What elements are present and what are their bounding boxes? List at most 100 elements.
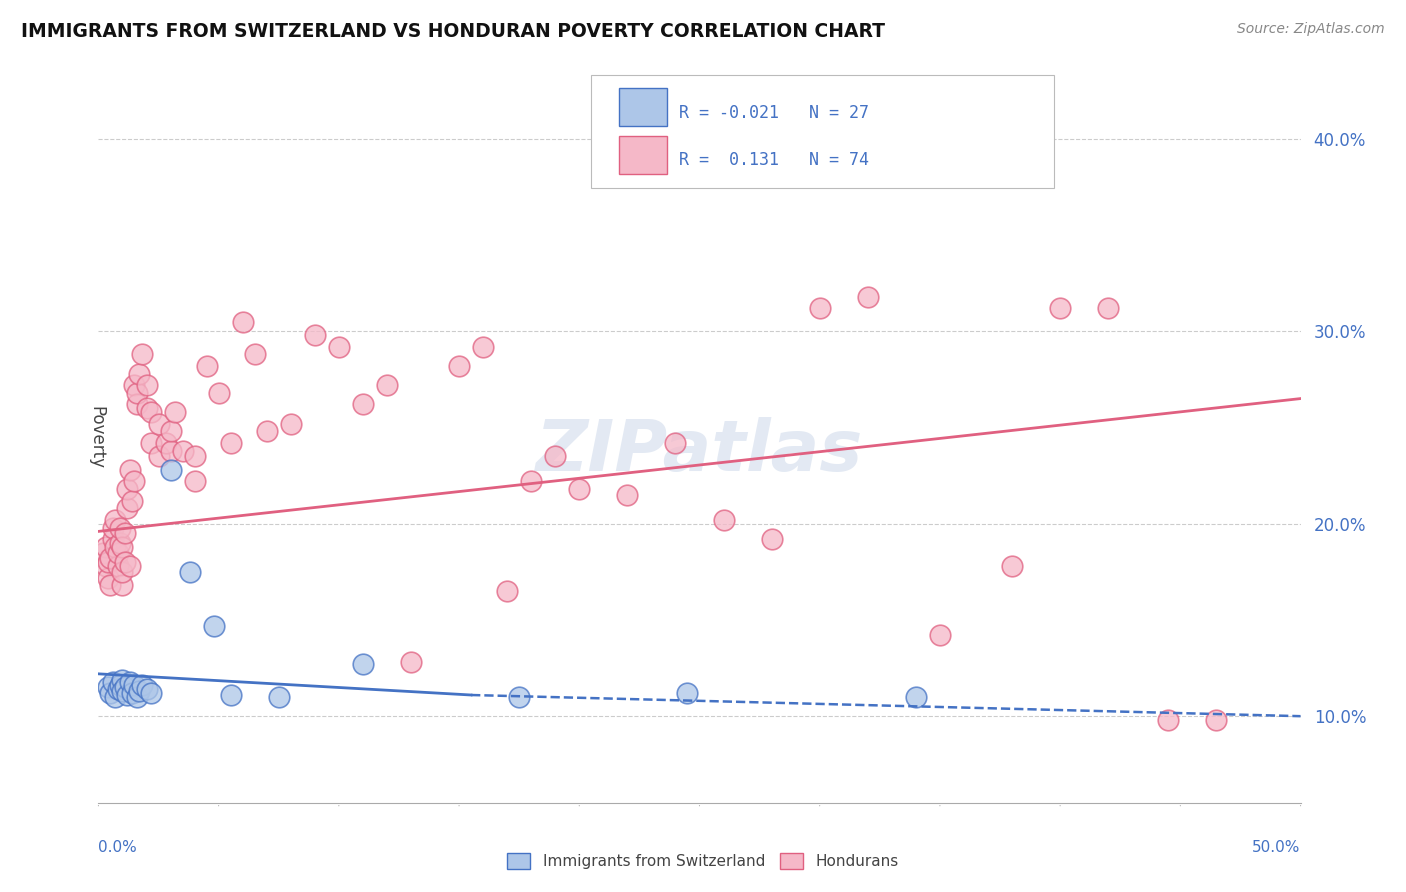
Point [124,378,146,392]
Point [172,443,194,458]
Point [114,526,136,541]
Point [121,493,143,508]
Point [568,482,591,496]
Point [761,532,783,546]
Point [616,488,638,502]
Point [399,655,422,669]
Text: 0.0%: 0.0% [98,840,138,855]
Point [104,690,127,704]
Point [219,688,242,702]
Point [121,686,143,700]
Point [195,359,218,373]
Point [97,571,120,585]
Point [1097,301,1119,315]
Point [97,681,120,695]
Point [141,686,163,700]
Text: 50.0%: 50.0% [1253,840,1301,855]
Point [118,463,141,477]
Point [155,435,177,450]
Point [808,301,831,315]
FancyBboxPatch shape [592,75,1054,188]
Point [165,405,187,419]
Point [111,684,134,698]
Point [124,678,146,692]
Point [148,450,170,464]
Point [141,435,163,450]
Point [100,578,122,592]
Point [118,559,141,574]
Point [128,684,150,698]
Point [1001,559,1024,574]
Point [243,347,266,361]
Point [124,475,146,489]
Point [713,513,735,527]
Point [135,401,157,416]
Point [111,673,134,687]
Point [108,536,131,550]
Point [135,378,157,392]
Point [141,405,163,419]
Point [101,674,124,689]
Point [101,532,124,546]
Point [117,501,139,516]
Point [117,688,139,702]
Point [131,678,153,692]
Bar [619,88,666,127]
Point [1049,301,1071,315]
Point [125,385,148,400]
Point [94,559,117,574]
Point [280,417,302,431]
Bar [619,136,666,174]
Point [107,545,129,559]
Point [304,328,326,343]
Point [100,551,122,566]
Point [111,565,134,579]
Legend: Immigrants from Switzerland, Hondurans: Immigrants from Switzerland, Hondurans [502,847,904,875]
Point [114,681,136,695]
Point [159,443,181,458]
Point [128,367,150,381]
Point [114,555,136,569]
Point [676,686,699,700]
Point [101,520,124,534]
Point [447,359,470,373]
Point [159,425,181,439]
Point [664,435,686,450]
Point [219,435,242,450]
Point [111,540,134,554]
Point [472,340,495,354]
Point [94,540,117,554]
Text: Source: ZipAtlas.com: Source: ZipAtlas.com [1237,22,1385,37]
Point [256,425,278,439]
Text: R =  0.131   N = 74: R = 0.131 N = 74 [679,152,869,169]
Point [856,289,879,303]
Point [107,682,129,697]
Point [544,450,567,464]
Text: R = -0.021   N = 27: R = -0.021 N = 27 [679,103,869,121]
Point [100,686,122,700]
Point [496,584,519,599]
Point [232,315,254,329]
Point [118,674,141,689]
Point [375,378,398,392]
Point [131,347,153,361]
Point [202,618,225,632]
Point [352,397,374,411]
Point [107,559,129,574]
Point [148,417,170,431]
Point [135,682,157,697]
Point [97,555,120,569]
Point [179,565,201,579]
Point [208,385,231,400]
Point [108,520,131,534]
Point [520,475,543,489]
Point [508,690,530,704]
Text: ZIPatlas: ZIPatlas [536,417,863,486]
Point [928,628,950,642]
Point [125,690,148,704]
Point [125,397,148,411]
Point [1157,713,1180,727]
Point [904,690,927,704]
Point [352,657,374,672]
Point [111,578,134,592]
